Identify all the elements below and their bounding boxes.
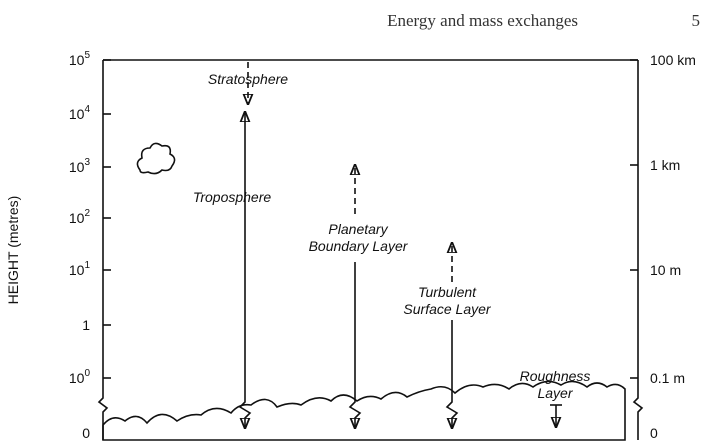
tick-base: 1 [82, 317, 90, 333]
tick-base: 10 [69, 106, 85, 122]
frame [97, 59, 644, 440]
layer-label: Troposphere [193, 189, 272, 205]
tick-base: 10 [69, 159, 85, 175]
tick-base: 10 [69, 210, 85, 226]
layer-label: Layer [537, 385, 573, 401]
left-tick-label: 102 [69, 208, 91, 226]
y-axis-label: HEIGHT (metres) [5, 196, 21, 305]
tick-exponent: 1 [84, 260, 90, 271]
layer-label: Turbulent [418, 284, 477, 300]
right-tick-label: 0.1 m [650, 370, 685, 386]
left-tick-label: 105 [69, 50, 91, 68]
cloud-icon [136, 142, 176, 175]
left-tick-label: 0 [82, 425, 90, 441]
tick-exponent: 4 [84, 104, 90, 115]
tick-exponent: 2 [84, 208, 90, 219]
right-tick-label: 100 km [650, 52, 696, 68]
left-tick-label: 101 [69, 260, 91, 278]
tick-exponent: 0 [84, 368, 90, 379]
left-tick-label: 103 [69, 157, 91, 175]
layer-label: Planetary [328, 221, 388, 237]
tick-exponent: 3 [84, 157, 90, 168]
tick-base: 10 [69, 370, 85, 386]
left-tick-label: 104 [69, 104, 91, 122]
layer-label: Roughness [520, 368, 591, 384]
right-tick-label: 1 km [650, 157, 680, 173]
tick-base: 10 [69, 52, 85, 68]
tick-base: 10 [69, 262, 85, 278]
left-tick-label: 1 [82, 317, 90, 333]
page-number: 5 [692, 11, 701, 30]
running-header: Energy and mass exchanges [387, 11, 578, 30]
ground [102, 380, 626, 441]
tick-exponent: 5 [84, 50, 90, 61]
layer-label: Surface Layer [403, 301, 491, 317]
layer-label: Stratosphere [208, 71, 288, 87]
left-tick-label: 100 [69, 368, 91, 386]
layer-label: Boundary Layer [309, 238, 409, 254]
right-tick-label: 0 [650, 425, 658, 441]
arrows [238, 62, 562, 428]
tick-base: 0 [82, 425, 90, 441]
right-tick-label: 10 m [650, 262, 681, 278]
